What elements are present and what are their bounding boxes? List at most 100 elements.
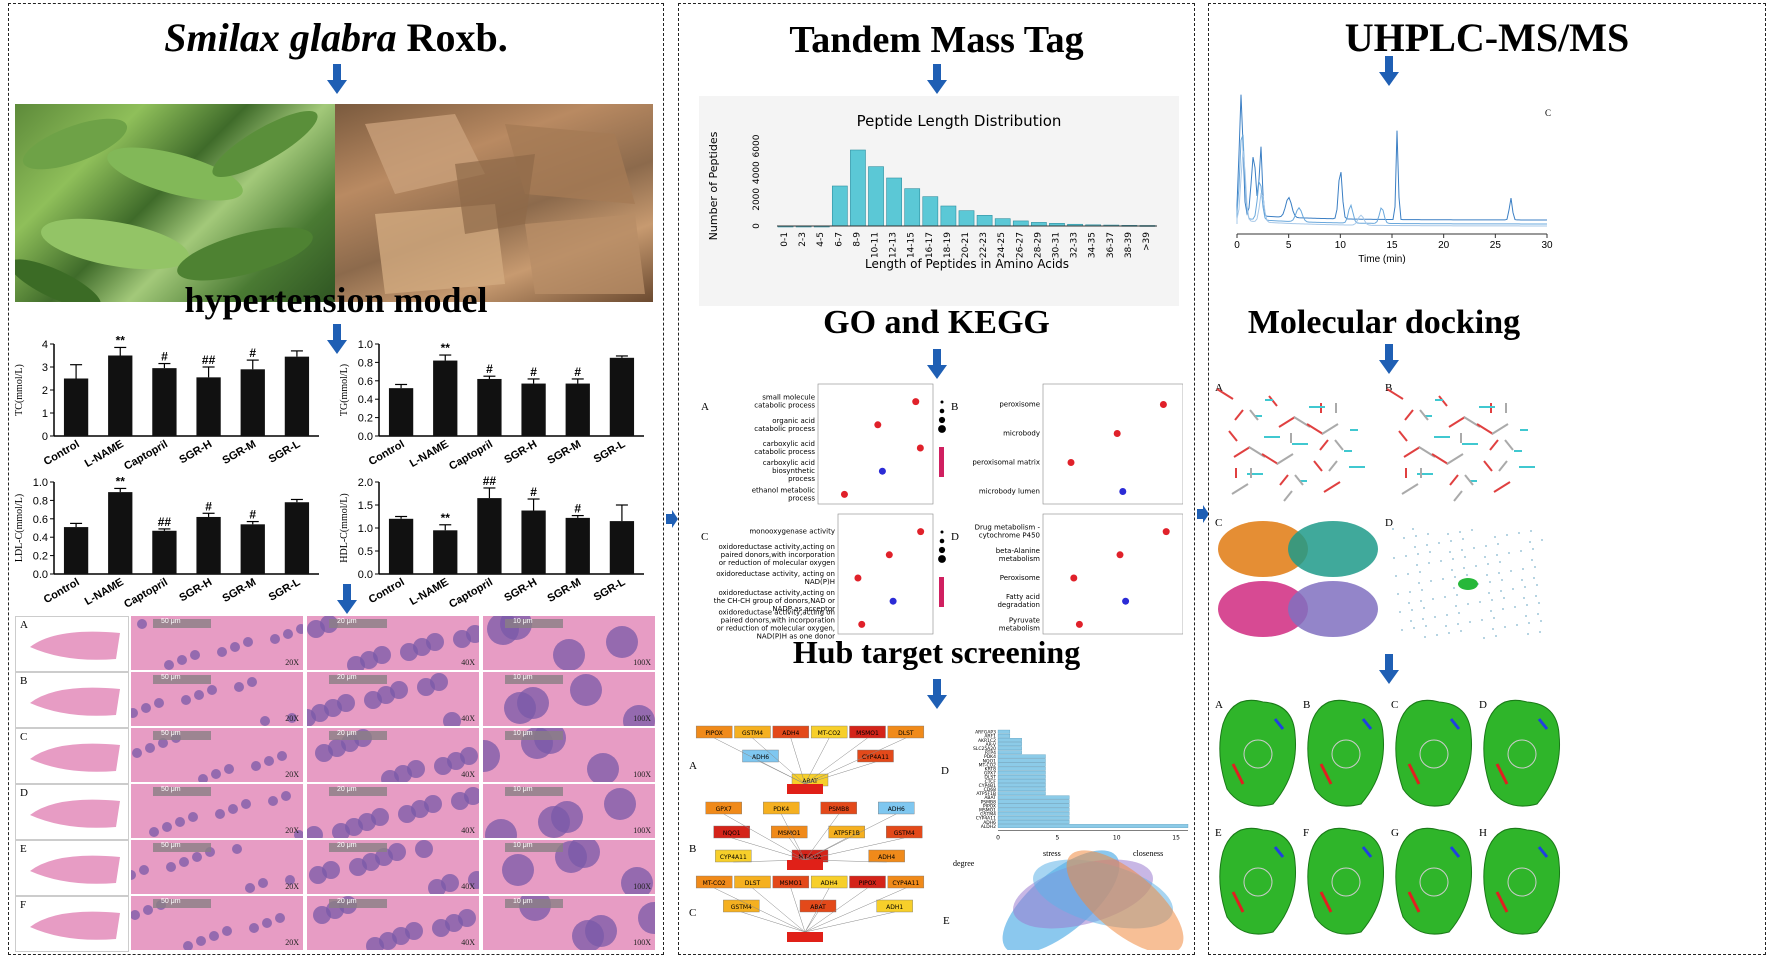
left-title: Smilax glabra Roxb. xyxy=(9,14,663,61)
panel-label: A xyxy=(1215,382,1223,394)
magnification-label: 100X xyxy=(633,938,651,947)
peptide-bar xyxy=(940,205,957,227)
go-term-label: or reduction of molecular oxygen xyxy=(719,559,835,567)
molecule-bond xyxy=(1334,439,1344,451)
liver-section-overview: A xyxy=(15,616,129,672)
grid-point xyxy=(1436,634,1438,636)
molecule-bond xyxy=(1431,453,1449,465)
molecule-bond xyxy=(1504,439,1514,451)
x-tick-label: SGR-H xyxy=(502,438,539,466)
grid-point xyxy=(1498,572,1500,574)
grid-point xyxy=(1401,629,1403,631)
peptide-bar xyxy=(994,218,1011,227)
grid-point xyxy=(1458,612,1460,614)
he-stain-micrograph: 10 μm 100X xyxy=(483,784,655,838)
network-edge xyxy=(804,737,868,785)
go-term-label: Drug metabolism - xyxy=(975,524,1041,532)
protein-surface xyxy=(1483,699,1561,807)
scale-bar-label: 50 μm xyxy=(161,618,181,625)
panel-label: C xyxy=(1215,517,1222,529)
down-arrow-icon xyxy=(1379,344,1399,374)
scale-bar-label: 10 μm xyxy=(513,618,533,625)
network-node-label: ADH1 xyxy=(886,904,903,911)
go-term-label: NAD(P)H as one donor xyxy=(757,632,835,640)
network-node-label: ABAT xyxy=(810,904,826,911)
docking-structure-C: C xyxy=(1215,517,1378,637)
bar xyxy=(63,378,89,436)
degree-bar xyxy=(997,815,1070,820)
network-node-label: ADH4 xyxy=(821,880,838,887)
bar xyxy=(433,530,458,574)
ligand xyxy=(1419,867,1449,897)
y-tick-label: 4 xyxy=(42,339,48,351)
docking-structure-D: D xyxy=(1385,517,1543,639)
protein-domain xyxy=(1288,521,1378,577)
molecule-bond xyxy=(1493,481,1511,493)
x-tick-label: 36-37 xyxy=(1106,232,1116,258)
size-legend-dot xyxy=(939,408,945,414)
residue-stick xyxy=(1449,846,1461,858)
go-term-label: degradation xyxy=(997,601,1040,609)
x-tick-label: SGR-L xyxy=(592,576,628,604)
molecule-bond xyxy=(1476,423,1494,435)
gene-label: CD68 xyxy=(984,787,996,793)
he-stain-micrograph: 50 μm 20X xyxy=(131,616,303,670)
gene-label: ARFGAP3 xyxy=(975,730,996,736)
enrichment-dot xyxy=(840,490,848,498)
bar-chart-2: LDL-C(mmol/L)0.00.20.40.60.81.0Control**… xyxy=(14,474,319,611)
y-tick-label: 0.4 xyxy=(33,532,48,544)
degree-bar xyxy=(997,770,1046,775)
down-arrow-icon xyxy=(327,324,347,354)
significance-mark: # xyxy=(574,365,581,379)
hub-title: Hub target screening xyxy=(792,634,1081,670)
go-kegg-title: GO and KEGG xyxy=(823,304,1050,341)
residue-stick xyxy=(1495,763,1509,785)
significance-mark: # xyxy=(249,508,256,522)
network-node-label: CYP4A11 xyxy=(720,854,747,861)
grid-point xyxy=(1514,606,1516,608)
scale-bar-label: 50 μm xyxy=(161,842,181,849)
row-label: D xyxy=(20,787,28,799)
network-edge xyxy=(804,887,830,933)
significance-mark: ## xyxy=(483,474,497,488)
grid-point xyxy=(1524,586,1526,588)
grid-point xyxy=(1448,632,1450,634)
hub-node xyxy=(787,784,823,794)
network-edge xyxy=(804,813,839,861)
go-term-label: beta-Alanine xyxy=(996,547,1040,555)
y-tick-label: 0.0 xyxy=(358,431,373,443)
size-legend-dot xyxy=(940,400,944,404)
he-stain-micrograph: 10 μm 100X xyxy=(483,840,655,894)
go-term-label: oxidoreductase activity, acting on xyxy=(716,570,835,578)
grid-point xyxy=(1395,575,1397,577)
bar-chart-1: TG(mmol/L)0.00.20.40.60.81.0Control**L-N… xyxy=(339,339,644,473)
grid-point xyxy=(1460,630,1462,632)
y-tick-label: 1.0 xyxy=(33,477,48,489)
grid-point xyxy=(1454,576,1456,578)
y-axis-label: HDL-C(mmol/L) xyxy=(339,493,350,562)
gene-label: AKR1C2 xyxy=(978,738,996,744)
y-axis-label: TG(mmol/L) xyxy=(339,364,350,416)
bar xyxy=(477,498,502,574)
magnification-label: 100X xyxy=(633,826,651,835)
network-edge xyxy=(804,887,906,933)
plant-photo xyxy=(15,104,335,302)
grid-point xyxy=(1429,551,1431,553)
degree-bar xyxy=(997,758,1046,763)
grid-point xyxy=(1501,579,1503,581)
significance-mark: ** xyxy=(441,511,451,525)
he-stain-micrograph: 20 μm 40X xyxy=(307,672,479,726)
peptide-bar xyxy=(850,149,866,227)
network-edge xyxy=(790,887,806,933)
molecule-bond xyxy=(1323,481,1341,493)
grid-point xyxy=(1397,593,1399,595)
enrichment-dot xyxy=(854,574,862,582)
network-edge xyxy=(804,887,868,933)
go-term-label: NADP as acceptor xyxy=(772,605,835,613)
panel-label: C xyxy=(689,907,696,919)
molecule-bond xyxy=(1498,460,1508,472)
grid-point xyxy=(1516,624,1518,626)
x-tick-label: 22-23 xyxy=(979,232,989,258)
gene-label: RTP4 xyxy=(985,750,996,756)
x-tick-label: Captopril xyxy=(122,576,170,611)
